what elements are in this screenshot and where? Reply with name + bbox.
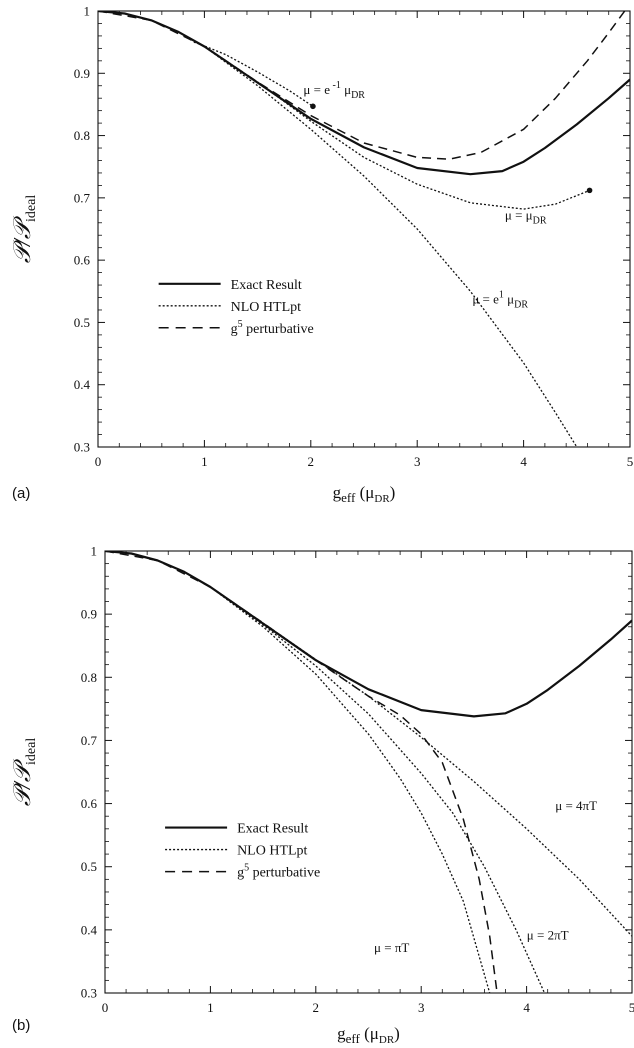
y-tick-label: 0.7 bbox=[74, 190, 91, 205]
y-tick-label: 1 bbox=[91, 544, 98, 559]
y-tick-label: 0.3 bbox=[81, 986, 97, 1001]
x-axis-label: geff (μDR) bbox=[333, 483, 396, 505]
curve-annotation: μ = e -1 μDR bbox=[303, 80, 365, 101]
x-tick-label: 4 bbox=[520, 454, 527, 469]
legend-entry: Exact Result bbox=[237, 822, 308, 837]
legend-entry: g5 perturbative bbox=[231, 319, 314, 337]
curve-annotation: μ = μDR bbox=[505, 208, 547, 227]
series-line-htlpt-4 bbox=[210, 586, 491, 993]
series-line-htlpt-3 bbox=[210, 586, 546, 993]
x-tick-label: 2 bbox=[313, 1000, 320, 1015]
series-line-exact-0 bbox=[105, 551, 632, 718]
panel-label: (a) bbox=[12, 485, 30, 502]
series-line-exact-0 bbox=[98, 11, 630, 176]
series-line-perturbative-1 bbox=[98, 11, 626, 160]
plot-frame bbox=[104, 550, 633, 994]
series-line-htlpt-2 bbox=[210, 586, 632, 937]
x-tick-label: 0 bbox=[102, 1000, 109, 1015]
panel-label: (b) bbox=[12, 1017, 30, 1034]
legend-entry: g5 perturbative bbox=[237, 863, 320, 881]
legend-entry: NLO HTLpt bbox=[231, 300, 301, 315]
x-tick-label: 4 bbox=[523, 1000, 530, 1015]
curve-annotation: μ = 4πT bbox=[555, 798, 597, 813]
y-axis-label: 𝒫/𝒫ideal bbox=[10, 738, 39, 807]
x-tick-label: 3 bbox=[418, 1000, 425, 1015]
series-end-marker bbox=[586, 187, 593, 194]
y-tick-label: 0.7 bbox=[81, 733, 98, 748]
x-axis-label: geff (μDR) bbox=[337, 1024, 400, 1046]
x-tick-label: 0 bbox=[95, 454, 102, 469]
x-tick-label: 1 bbox=[207, 1000, 214, 1015]
plot-frame bbox=[97, 10, 631, 448]
y-tick-label: 0.8 bbox=[74, 128, 90, 143]
y-tick-label: 0.6 bbox=[74, 253, 91, 268]
y-axis-label: 𝒫/𝒫ideal bbox=[10, 195, 39, 264]
series-line-htlpt-3 bbox=[204, 45, 590, 210]
legend-entry: Exact Result bbox=[231, 278, 302, 293]
y-tick-label: 0.4 bbox=[81, 922, 98, 937]
curve-annotation: μ = e1 μDR bbox=[472, 290, 528, 311]
y-tick-label: 0.3 bbox=[74, 440, 90, 455]
series-line-htlpt-4 bbox=[204, 45, 578, 447]
x-tick-label: 1 bbox=[201, 454, 208, 469]
curve-annotation: μ = πT bbox=[374, 940, 409, 955]
x-tick-label: 5 bbox=[627, 454, 634, 469]
y-tick-label: 0.4 bbox=[74, 377, 91, 392]
chart-panel-a: 0 1 2 3 4 5 0.3 0.4 0.5 0.6 0.7 0.8 0.9 1 Exact Result… bbox=[10, 4, 633, 506]
y-tick-label: 0.8 bbox=[81, 670, 97, 685]
y-tick-label: 0.9 bbox=[81, 607, 97, 622]
x-tick-label: 3 bbox=[414, 454, 421, 469]
y-tick-label: 0.6 bbox=[81, 796, 98, 811]
series-end-marker bbox=[310, 103, 316, 110]
series-line-htlpt-2 bbox=[193, 41, 314, 107]
y-tick-label: 1 bbox=[84, 4, 91, 19]
y-tick-label: 0.5 bbox=[81, 859, 97, 874]
y-tick-label: 0.9 bbox=[74, 66, 90, 81]
series-line-perturbative-1 bbox=[105, 551, 498, 993]
legend-entry: NLO HTLpt bbox=[237, 844, 307, 859]
curve-annotation: μ = 2πT bbox=[527, 927, 569, 942]
x-tick-label: 5 bbox=[629, 1000, 634, 1015]
x-tick-label: 2 bbox=[308, 454, 315, 469]
y-tick-label: 0.5 bbox=[74, 315, 90, 330]
chart-panel-b: 0 1 2 3 4 5 0.3 0.4 0.5 0.6 0.7 0.8 0.9 1 Exact Result… bbox=[10, 544, 634, 1047]
